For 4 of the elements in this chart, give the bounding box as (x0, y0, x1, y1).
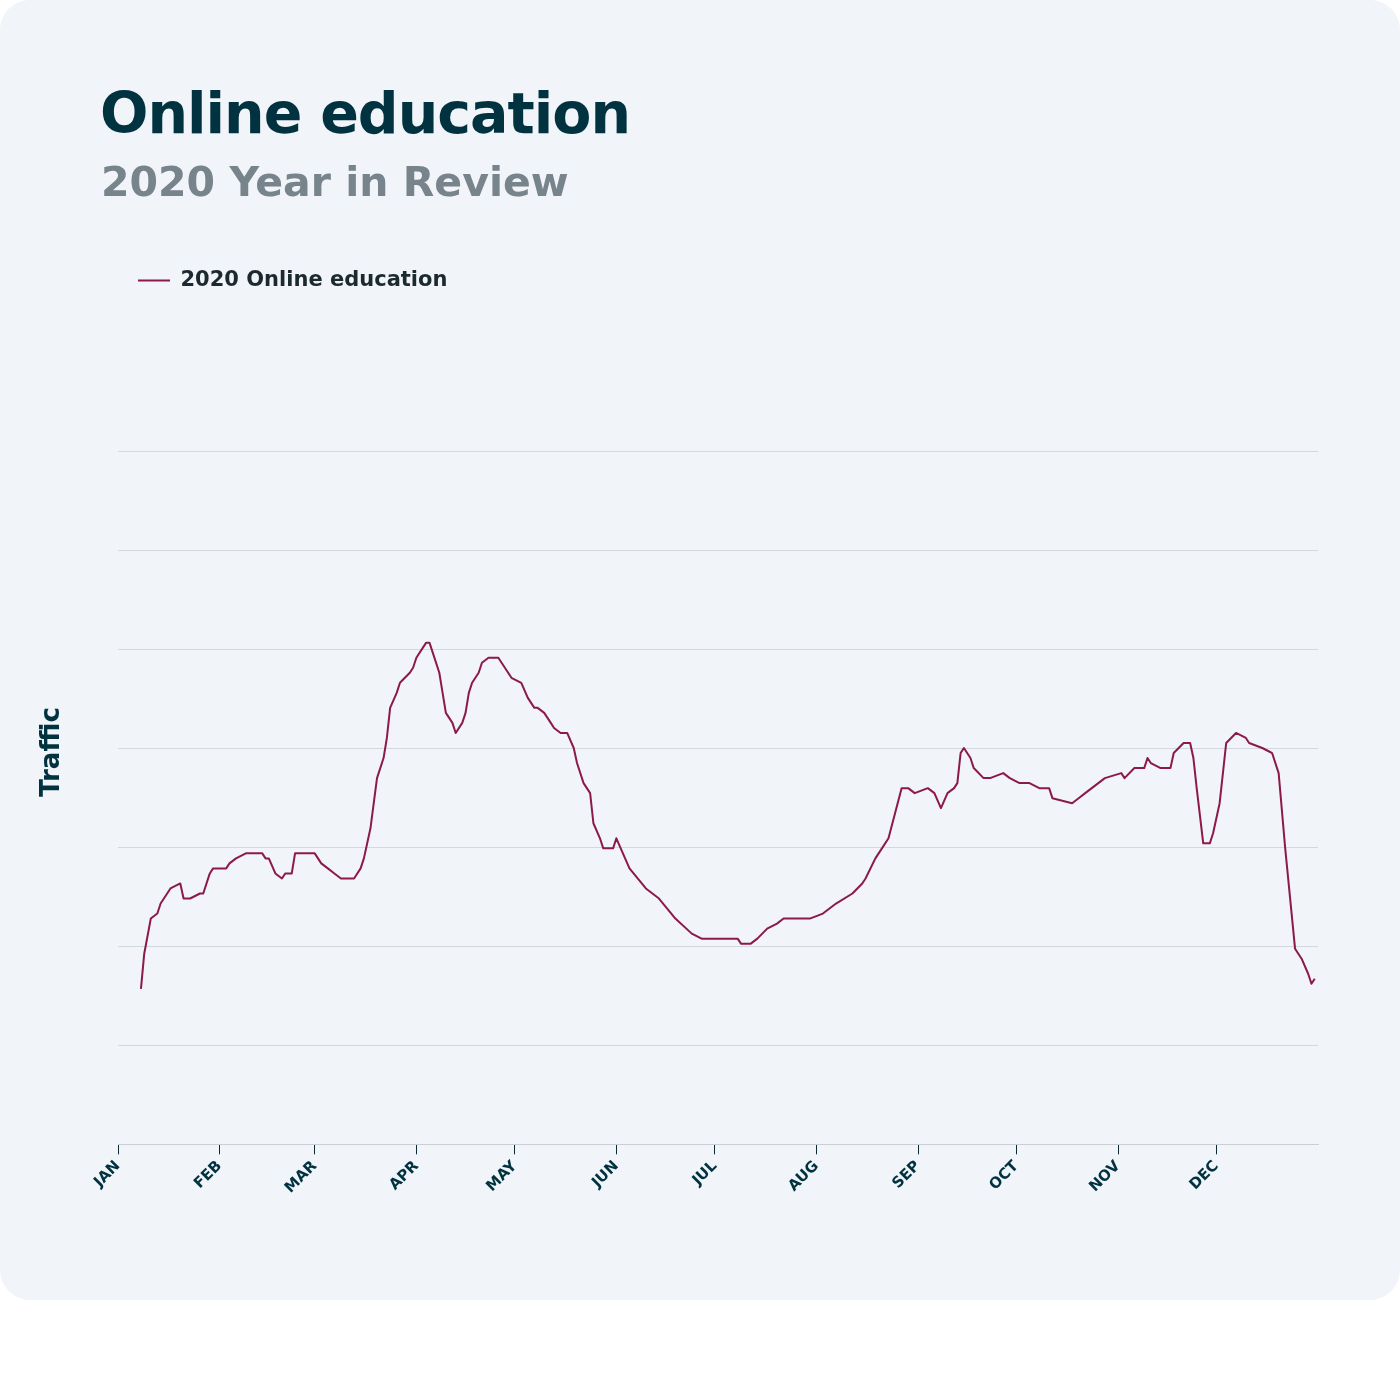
chart-subtitle: 2020 Year in Review (101, 158, 569, 206)
legend-label: 2020 Online education (180, 266, 448, 291)
chart-title: Online education (100, 80, 631, 146)
y-axis-title: Traffic (35, 707, 65, 797)
